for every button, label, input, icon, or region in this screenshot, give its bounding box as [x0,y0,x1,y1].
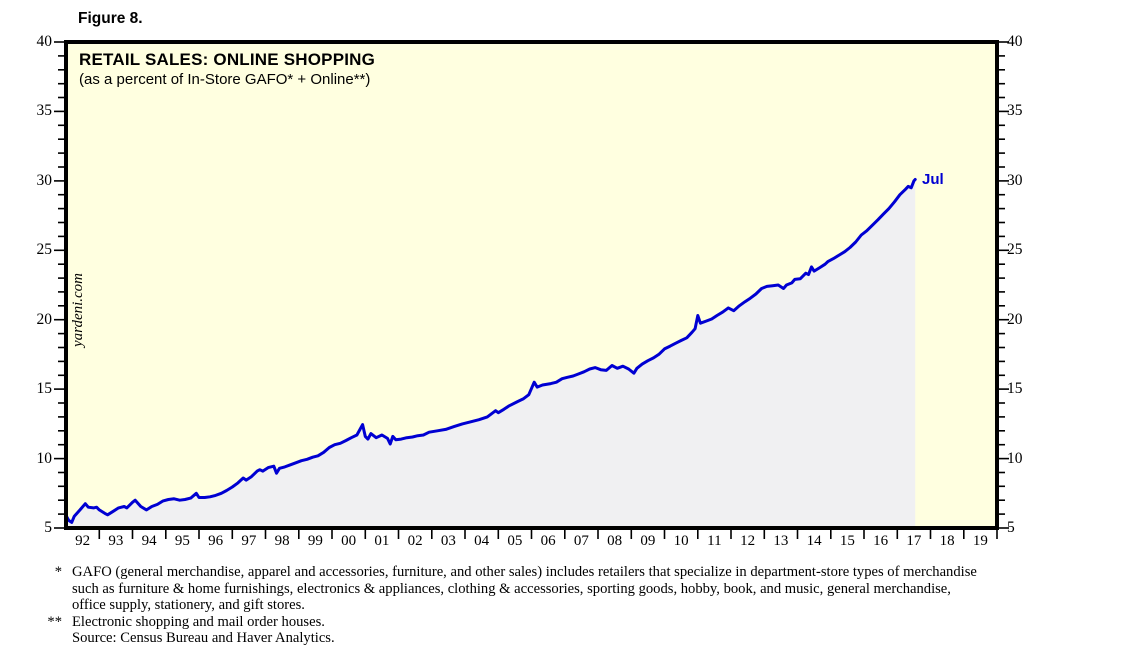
footnote-row: such as furniture & home furnishings, el… [34,581,977,598]
footnote-row: Source: Census Bureau and Haver Analytic… [34,630,977,647]
x-axis-label: 18 [939,533,955,549]
figure-label: Figure 8. [78,10,143,27]
footnote-marker: ** [47,613,62,630]
plot-frame [64,40,999,530]
x-axis-label: 14 [806,533,822,549]
chart-title: RETAIL SALES: ONLINE SHOPPING [79,50,376,69]
footnote-marker: * [54,564,62,580]
footnote-text: GAFO (general merchandise, apparel and a… [72,564,977,580]
chart-plot [54,40,1009,539]
area-fill [66,179,916,528]
y-axis-label-right: 20 [1007,310,1023,328]
x-axis-label: 08 [607,533,623,549]
x-axis-label: 11 [707,533,722,549]
y-axis-label-left: 10 [36,449,53,467]
x-axis-label: 13 [773,533,789,549]
x-axis-label: 98 [274,533,290,549]
x-axis-label: 96 [208,533,224,549]
y-axis-label-left: 20 [36,310,53,328]
x-axis-label: 16 [873,533,889,549]
x-axis-label: 17 [906,533,922,549]
y-axis-label-left: 15 [36,380,53,398]
footnote-text: Electronic shopping and mail order house… [72,613,325,630]
footnote-text: Source: Census Bureau and Haver Analytic… [72,630,335,646]
y-axis-label-left: 35 [36,102,53,120]
x-axis-label: 02 [407,533,423,549]
footnote-row: office supply, stationery, and gift stor… [34,597,977,614]
x-axis-label: 95 [174,533,190,549]
x-axis-label: 94 [141,533,157,549]
y-axis-label-right: 5 [1007,519,1015,536]
x-axis-label: 93 [108,533,124,549]
x-axis-label: 15 [839,533,855,549]
x-axis-label: 12 [740,533,756,549]
footnote-marker [34,597,62,614]
x-axis-label: 00 [341,533,357,549]
x-axis-label: 10 [673,533,689,549]
y-axis-label-left: 5 [44,519,52,536]
footnotes: * GAFO (general merchandise, apparel and … [34,564,977,647]
x-axis-label: 05 [507,533,523,549]
y-axis-label-left: 40 [36,33,53,50]
y-axis-label-right: 15 [1007,380,1023,398]
last-point-label: Jul [922,171,944,188]
x-axis-label: 06 [540,533,556,549]
watermark-yardeni: yardeni.com [70,272,86,347]
y-axis-label-right: 25 [1007,241,1023,259]
y-axis-label-left: 30 [36,171,53,189]
footnote-text: such as furniture & home furnishings, el… [72,580,951,597]
footnote-text: office supply, stationery, and gift stor… [72,597,305,613]
x-axis-label: 01 [374,533,390,549]
y-axis-label-left: 25 [36,241,53,259]
y-axis-label-right: 40 [1007,33,1023,50]
footnote-row: ** Electronic shopping and mail order hou… [34,614,977,631]
chart-subtitle: (as a percent of In-Store GAFO* + Online… [79,71,371,88]
x-axis-label: 97 [241,533,257,549]
x-axis-label: 07 [573,533,589,549]
y-axis-label-right: 30 [1007,171,1023,189]
footnote-marker [34,630,62,647]
chart-area: RETAIL SALES: ONLINE SHOPPING (as a perc… [36,33,1023,549]
x-axis-label: 92 [75,533,91,549]
x-axis-label: 04 [474,533,490,549]
y-axis-label-right: 35 [1007,102,1023,120]
footnote-row: * GAFO (general merchandise, apparel and … [34,564,977,581]
x-axis-label: 09 [640,533,656,549]
y-axis-label-right: 10 [1007,449,1023,467]
footnote-marker [34,581,62,598]
x-axis-label: 99 [307,533,323,549]
x-axis-label: 19 [972,533,988,549]
data-line [64,178,917,524]
x-axis-label: 03 [440,533,456,549]
